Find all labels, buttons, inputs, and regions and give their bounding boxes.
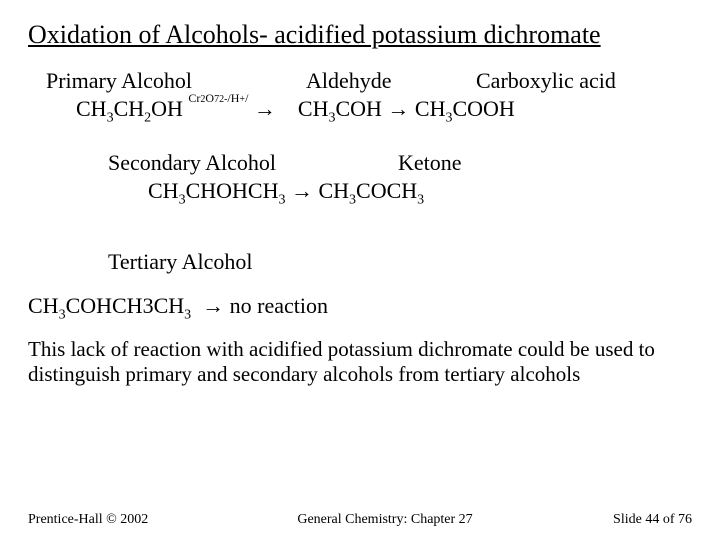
explanation-text: This lack of reaction with acidified pot… [28,337,692,387]
footer-left: Prentice-Hall © 2002 [28,512,198,528]
slide-footer: Prentice-Hall © 2002 General Chemistry: … [28,512,692,528]
label-aldehyde: Aldehyde [306,68,476,94]
secondary-reaction: CH3CHOHCH3 → CH3COCH3 [148,178,692,208]
label-secondary: Secondary Alcohol [108,150,398,176]
secondary-labels-row: Secondary Alcohol Ketone [108,150,692,176]
label-primary: Primary Alcohol [46,68,306,94]
label-carboxylic: Carboxylic acid [476,68,676,94]
slide-title: Oxidation of Alcohols- acidified potassi… [28,20,692,50]
footer-center: General Chemistry: Chapter 27 [198,512,572,528]
tertiary-reaction: CH3COHCH3CH3 → no reaction [28,293,692,323]
footer-right: Slide 44 of 76 [572,512,692,528]
reagent-label: Cr2O72-/H+/ [188,91,248,105]
label-tertiary: Tertiary Alcohol [108,249,692,275]
primary-reaction: CH3CH2OH Cr2O72-/H+/ → CH3COH → CH3COOH [76,96,692,126]
label-ketone: Ketone [398,150,462,176]
no-reaction-text: no reaction [230,293,328,318]
primary-labels-row: Primary Alcohol Aldehyde Carboxylic acid [46,68,692,94]
